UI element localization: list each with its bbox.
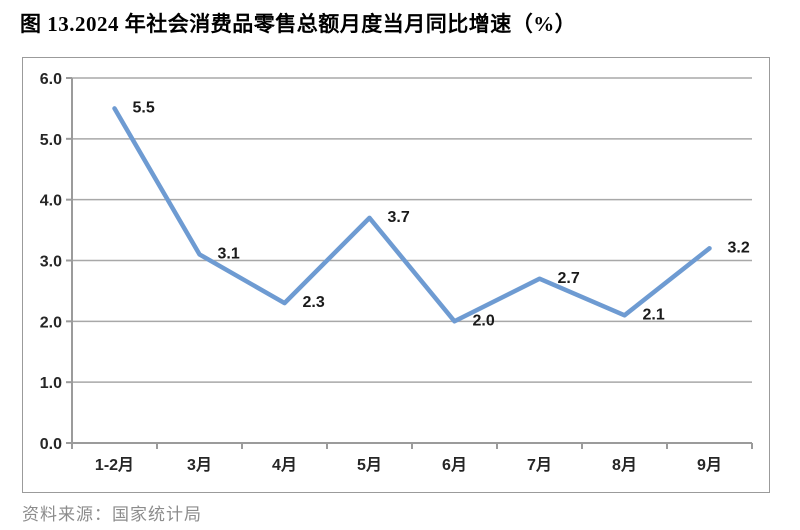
chart-frame: 0.0 1.0 2.0 3.0 4.0 5.0 6.0 1-2月 3月 4月 5月 6月 7月 8月 9月 5… — [22, 57, 770, 493]
source-note: 资料来源：国家统计局 — [22, 505, 202, 524]
x-tick-label: 3月 — [187, 456, 212, 474]
data-label: 2.3 — [303, 294, 325, 311]
y-tick-label: 5.0 — [40, 132, 62, 149]
x-tick-label: 6月 — [442, 456, 467, 474]
line-chart: 0.0 1.0 2.0 3.0 4.0 5.0 6.0 1-2月 3月 4月 5月 6月 7月 8月 9月 5… — [40, 71, 753, 474]
x-tick-label: 4月 — [272, 456, 297, 474]
data-label: 3.1 — [218, 245, 240, 262]
data-label: 2.0 — [473, 312, 495, 329]
y-tick-label: 1.0 — [40, 375, 62, 392]
data-label: 5.5 — [133, 99, 155, 116]
x-tick-label: 8月 — [612, 456, 637, 474]
y-tick-label: 3.0 — [40, 254, 62, 271]
data-label: 3.7 — [388, 209, 410, 226]
series-line — [112, 106, 712, 324]
chart-title: 图 13.2024 年社会消费品零售总额月度当月同比增速（%） — [20, 12, 577, 36]
y-tick-label: 2.0 — [40, 314, 62, 331]
y-tick-label: 4.0 — [40, 193, 62, 210]
data-label: 2.1 — [643, 306, 665, 323]
y-tick-label: 0.0 — [40, 436, 62, 453]
x-tick-label: 7月 — [527, 456, 552, 474]
x-tick-label: 5月 — [357, 456, 382, 474]
x-tick-label: 1-2月 — [95, 456, 134, 474]
x-tick-label: 9月 — [697, 456, 722, 474]
data-label: 2.7 — [558, 270, 580, 287]
data-label: 3.2 — [728, 239, 750, 256]
y-tick-label: 6.0 — [40, 71, 62, 88]
